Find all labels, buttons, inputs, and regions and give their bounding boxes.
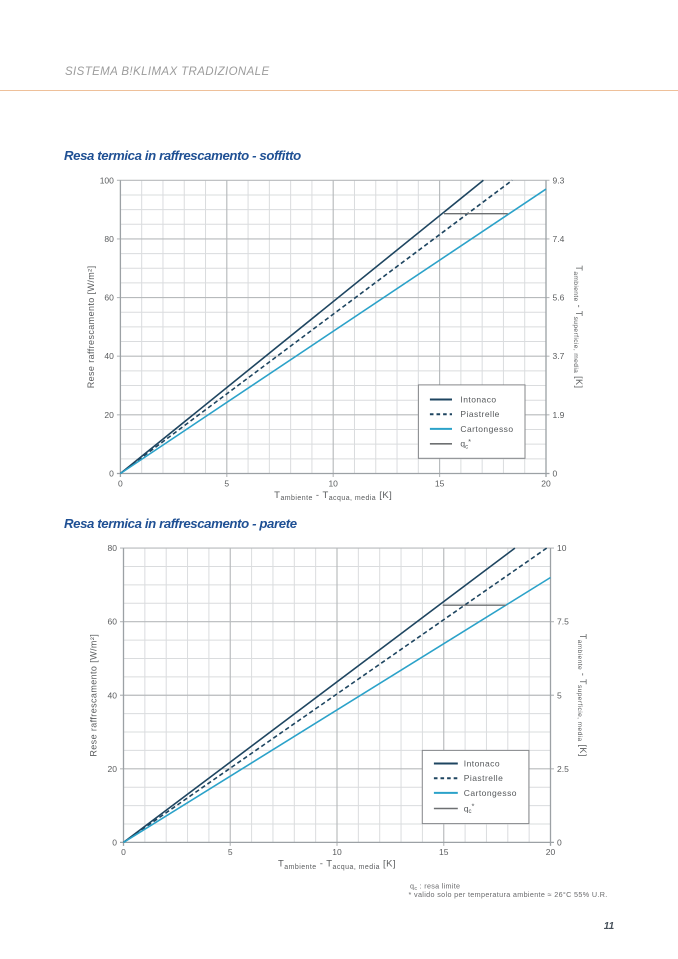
svg-text:80: 80: [108, 543, 118, 553]
svg-text:0: 0: [112, 837, 117, 847]
svg-text:60: 60: [104, 293, 114, 303]
svg-text:Tambiente - Tsuperficie, media: Tambiente - Tsuperficie, media [K]: [576, 634, 588, 757]
svg-text:3.7: 3.7: [553, 351, 565, 361]
svg-text:15: 15: [439, 847, 449, 857]
svg-text:10: 10: [328, 478, 338, 488]
svg-text:2.5: 2.5: [557, 764, 569, 774]
svg-text:Rese raffrescamento [W/m²]: Rese raffrescamento [W/m²]: [89, 634, 99, 757]
svg-text:qc*: qc*: [464, 802, 475, 816]
svg-text:80: 80: [104, 234, 114, 244]
svg-text:0: 0: [553, 469, 558, 479]
svg-text:Tambiente - Tacqua, media [K]: Tambiente - Tacqua, media [K]: [278, 859, 396, 871]
svg-text:5: 5: [228, 847, 233, 857]
svg-text:60: 60: [108, 617, 118, 627]
svg-text:0: 0: [118, 478, 123, 488]
svg-text:qc*: qc*: [460, 437, 471, 451]
svg-text:40: 40: [104, 351, 114, 361]
svg-text:* valido solo per temperatura: * valido solo per temperatura ambiente ≈…: [409, 890, 608, 899]
svg-text:15: 15: [435, 478, 445, 488]
svg-text:0: 0: [109, 469, 114, 479]
svg-text:40: 40: [108, 690, 118, 700]
svg-text:1.9: 1.9: [553, 410, 565, 420]
svg-text:5: 5: [557, 690, 562, 700]
svg-text:20: 20: [108, 764, 118, 774]
svg-text:7.5: 7.5: [557, 617, 569, 627]
svg-text:Rese raffrescamento [W/m²]: Rese raffrescamento [W/m²]: [86, 266, 96, 389]
svg-text:0: 0: [557, 837, 562, 847]
svg-text:Intonaco: Intonaco: [464, 758, 500, 768]
svg-text:Cartongesso: Cartongesso: [460, 424, 513, 434]
svg-text:10: 10: [332, 847, 342, 857]
svg-text:Tambiente - Tsuperficie, media: Tambiente - Tsuperficie, media [K]: [572, 265, 584, 388]
svg-text:20: 20: [541, 478, 551, 488]
svg-text:qc : resa limite: qc : resa limite: [410, 882, 460, 893]
svg-text:5: 5: [224, 478, 229, 488]
svg-text:7.4: 7.4: [553, 234, 565, 244]
svg-text:5.6: 5.6: [553, 293, 565, 303]
svg-text:Intonaco: Intonaco: [460, 394, 496, 404]
svg-text:Piastrelle: Piastrelle: [460, 409, 499, 419]
svg-text:20: 20: [104, 410, 114, 420]
svg-text:Tambiente - Tacqua, media [K]: Tambiente - Tacqua, media [K]: [274, 490, 392, 502]
svg-text:20: 20: [546, 847, 556, 857]
svg-text:9.3: 9.3: [553, 175, 565, 185]
svg-text:0: 0: [121, 847, 126, 857]
svg-text:10: 10: [557, 543, 567, 553]
svg-text:Piastrelle: Piastrelle: [464, 773, 503, 783]
svg-text:100: 100: [100, 175, 114, 185]
svg-text:Cartongesso: Cartongesso: [464, 788, 517, 798]
